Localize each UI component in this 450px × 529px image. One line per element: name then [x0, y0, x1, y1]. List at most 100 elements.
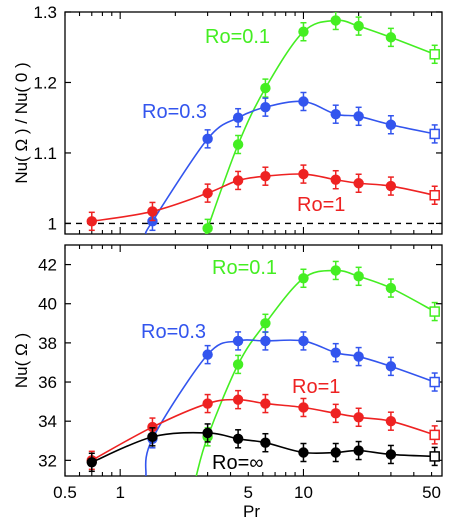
- data-point-open: [429, 128, 440, 140]
- series-line: [91, 398, 435, 462]
- data-point: [298, 273, 309, 284]
- data-point: [202, 187, 213, 199]
- y-tick-label: 36: [38, 373, 57, 392]
- y-tick-label: 1.2: [33, 73, 57, 92]
- data-point: [260, 318, 271, 329]
- data-point: [232, 359, 244, 370]
- top-panel: 1 1.1 1.2 1.3 Nu( Ω ) / Nu( 0 ) Ro=0.1 Ro=0.3 R…: [12, 3, 443, 235]
- data-point-open: [429, 306, 440, 317]
- y-tick-label: 1: [48, 214, 57, 233]
- series-1: [144, 91, 440, 234]
- data-point: [298, 402, 309, 413]
- data-point: [385, 180, 397, 192]
- series-label: Ro=1: [292, 376, 340, 398]
- data-point: [330, 408, 341, 419]
- series-label: Ro=0.3: [142, 101, 207, 123]
- data-point: [298, 26, 309, 37]
- data-point: [385, 361, 397, 372]
- data-point: [330, 265, 341, 276]
- data-point: [202, 427, 213, 439]
- data-point: [202, 349, 213, 360]
- plot-frame: [64, 11, 443, 235]
- series-line: [144, 100, 435, 234]
- data-point: [330, 15, 341, 26]
- series-3: [86, 423, 440, 473]
- data-point: [385, 415, 397, 427]
- y-tick-label: 42: [38, 256, 57, 275]
- data-point: [260, 398, 271, 409]
- y-tick-label: 1.3: [33, 3, 57, 22]
- data-point: [330, 447, 341, 458]
- series-0: [202, 12, 440, 234]
- data-point: [353, 351, 364, 362]
- bottom-panel: 32 34 36 38 40 42 0.5 1 5 10 50 Pr Nu( Ω ) Ro=0.1 Ro=0…: [12, 244, 443, 521]
- data-point: [298, 447, 309, 458]
- data-point: [232, 433, 244, 445]
- data-point: [260, 171, 271, 182]
- series-line: [91, 431, 435, 464]
- data-point: [330, 108, 341, 120]
- data-point: [232, 175, 244, 186]
- series-line: [195, 269, 436, 476]
- data-point: [260, 437, 271, 448]
- x-tick-label: 5: [244, 483, 253, 502]
- data-point: [353, 20, 364, 32]
- data-point: [298, 96, 309, 107]
- data-point: [202, 398, 213, 409]
- data-point: [260, 101, 271, 113]
- series-0: [195, 260, 440, 476]
- data-point: [202, 223, 213, 234]
- data-point: [330, 174, 341, 185]
- data-point: [232, 112, 244, 123]
- data-point: [147, 216, 158, 227]
- series-label: Ro=0.1: [205, 26, 270, 48]
- y-tick-label: 40: [38, 295, 57, 314]
- series-2: [86, 164, 440, 232]
- plot-frame: [64, 244, 443, 477]
- y-tick-label: 38: [38, 334, 57, 353]
- data-point: [330, 347, 341, 358]
- data-point: [353, 445, 364, 456]
- series-label: Ro=1: [297, 194, 345, 216]
- y-axis-label: Nu( Ω ): [12, 333, 31, 388]
- data-point-open: [429, 451, 440, 462]
- data-point: [232, 335, 244, 347]
- data-point: [353, 111, 364, 122]
- data-point: [86, 457, 97, 468]
- series-line: [91, 173, 435, 223]
- x-tick-label: 1: [115, 483, 124, 502]
- data-point: [232, 394, 244, 405]
- data-point: [385, 282, 397, 294]
- series-1: [144, 331, 440, 476]
- series-label: Ro=0.1: [212, 257, 277, 279]
- data-point: [298, 335, 309, 347]
- data-point: [147, 206, 158, 217]
- y-axis-label: Nu( Ω ) / Nu( 0 ): [12, 62, 31, 183]
- data-point: [353, 178, 364, 189]
- series-label: Ro=∞: [212, 452, 264, 474]
- data-point: [147, 431, 158, 443]
- x-tick-label: 0.5: [53, 483, 77, 502]
- data-point: [385, 32, 397, 43]
- data-point: [147, 421, 158, 433]
- series-label: Ro=0.3: [141, 321, 206, 343]
- data-point-open: [429, 189, 440, 201]
- x-tick-label: 50: [422, 483, 441, 502]
- x-tick-label: 10: [294, 483, 313, 502]
- data-point: [202, 133, 213, 145]
- data-point-open: [429, 49, 440, 60]
- y-tick-label: 1.1: [33, 144, 57, 163]
- data-point: [385, 119, 397, 130]
- data-point: [298, 168, 309, 180]
- data-point-open: [429, 429, 440, 441]
- data-point-open: [429, 376, 440, 388]
- y-tick-label: 34: [38, 412, 57, 431]
- data-point: [353, 271, 364, 282]
- data-point: [353, 412, 364, 423]
- data-point: [232, 139, 244, 150]
- series-line: [144, 339, 435, 476]
- data-point: [86, 216, 97, 227]
- data-point: [260, 335, 271, 347]
- y-tick-label: 32: [38, 451, 57, 470]
